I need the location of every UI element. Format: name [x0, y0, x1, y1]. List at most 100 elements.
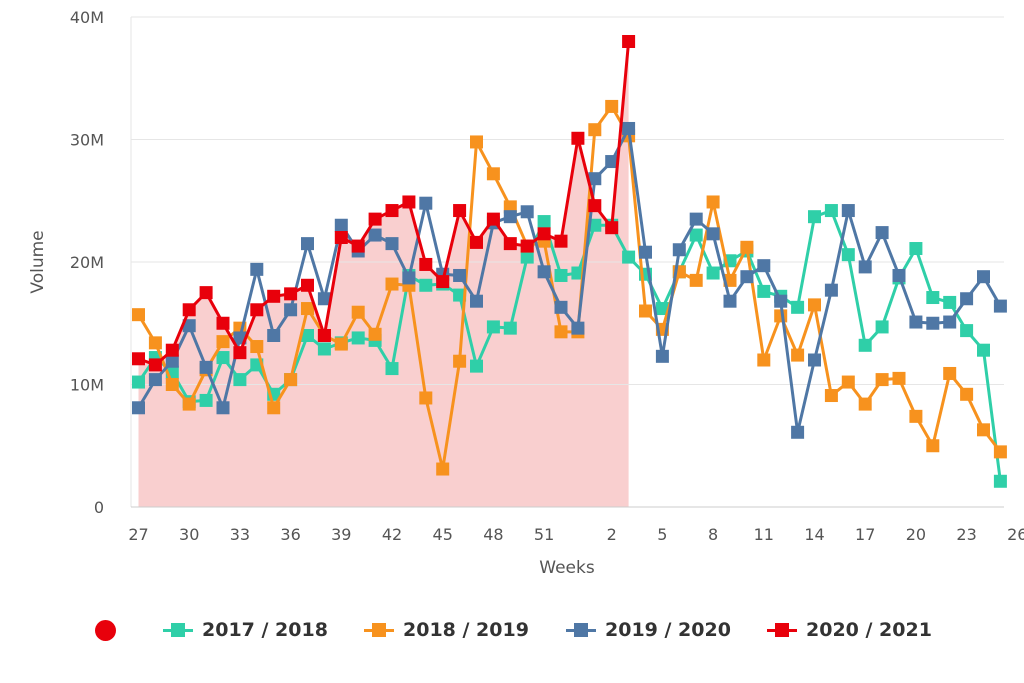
data-point[interactable]: [368, 327, 382, 341]
data-point[interactable]: [233, 346, 247, 360]
data-point[interactable]: [216, 401, 230, 415]
data-point[interactable]: [892, 371, 906, 385]
data-point[interactable]: [419, 278, 433, 292]
data-point[interactable]: [655, 302, 669, 316]
data-point[interactable]: [943, 315, 957, 329]
data-point[interactable]: [875, 320, 889, 334]
legend-item[interactable]: 2018 / 2019: [364, 616, 529, 644]
data-point[interactable]: [706, 195, 720, 209]
data-point[interactable]: [301, 278, 314, 292]
data-point[interactable]: [368, 212, 382, 226]
data-point[interactable]: [960, 292, 974, 306]
data-point[interactable]: [588, 123, 602, 137]
data-point[interactable]: [284, 303, 298, 317]
data-point[interactable]: [250, 340, 264, 354]
data-point[interactable]: [554, 268, 568, 282]
data-point[interactable]: [436, 462, 450, 476]
data-point[interactable]: [453, 288, 467, 302]
data-point[interactable]: [622, 250, 636, 264]
data-point[interactable]: [554, 300, 568, 314]
data-point[interactable]: [977, 270, 990, 284]
data-point[interactable]: [165, 343, 179, 357]
data-point[interactable]: [926, 291, 940, 305]
data-point[interactable]: [419, 257, 433, 271]
data-point[interactable]: [977, 343, 990, 357]
data-point[interactable]: [368, 228, 382, 242]
data-point[interactable]: [605, 221, 619, 235]
data-point[interactable]: [655, 349, 669, 363]
data-point[interactable]: [267, 401, 281, 415]
data-point[interactable]: [960, 387, 974, 401]
data-point[interactable]: [317, 329, 331, 342]
data-point[interactable]: [824, 389, 838, 403]
data-point[interactable]: [824, 283, 838, 297]
data-point[interactable]: [182, 319, 196, 333]
data-point[interactable]: [148, 373, 162, 387]
data-point[interactable]: [977, 423, 990, 437]
data-point[interactable]: [199, 360, 213, 374]
data-point[interactable]: [960, 324, 974, 338]
data-point[interactable]: [993, 299, 1007, 313]
data-point[interactable]: [622, 121, 636, 135]
data-point[interactable]: [453, 268, 467, 282]
data-point[interactable]: [182, 397, 196, 411]
data-point[interactable]: [791, 425, 805, 439]
data-point[interactable]: [554, 234, 568, 248]
legend-item[interactable]: 2019 / 2020: [566, 616, 731, 644]
data-point[interactable]: [571, 321, 585, 335]
data-point[interactable]: [537, 227, 551, 241]
data-point[interactable]: [334, 218, 348, 232]
data-point[interactable]: [503, 210, 517, 224]
data-point[interactable]: [757, 284, 771, 298]
data-point[interactable]: [351, 305, 365, 319]
data-point[interactable]: [267, 289, 281, 303]
data-point[interactable]: [689, 228, 703, 242]
data-point[interactable]: [385, 362, 399, 376]
data-point[interactable]: [824, 204, 838, 218]
data-point[interactable]: [233, 373, 247, 387]
data-point[interactable]: [486, 167, 500, 181]
data-point[interactable]: [858, 397, 872, 411]
data-point[interactable]: [486, 212, 500, 226]
data-point[interactable]: [470, 235, 483, 249]
data-point[interactable]: [334, 231, 348, 244]
data-point[interactable]: [909, 409, 923, 423]
data-point[interactable]: [639, 245, 652, 259]
data-point[interactable]: [605, 99, 619, 113]
data-point[interactable]: [486, 320, 500, 334]
data-point[interactable]: [537, 215, 551, 229]
data-point[interactable]: [858, 338, 872, 352]
data-point[interactable]: [740, 240, 754, 254]
data-point[interactable]: [723, 294, 737, 308]
data-point[interactable]: [199, 393, 213, 407]
data-point[interactable]: [774, 294, 788, 308]
data-point[interactable]: [588, 199, 602, 213]
data-point[interactable]: [351, 331, 365, 345]
data-point[interactable]: [385, 237, 399, 251]
data-point[interactable]: [419, 196, 433, 210]
data-point[interactable]: [740, 270, 754, 284]
data-point[interactable]: [267, 329, 281, 342]
data-point[interactable]: [402, 195, 416, 209]
data-point[interactable]: [470, 359, 483, 373]
data-point[interactable]: [757, 259, 771, 273]
data-point[interactable]: [165, 354, 179, 368]
data-point[interactable]: [892, 268, 906, 282]
data-point[interactable]: [909, 315, 923, 329]
data-point[interactable]: [216, 351, 230, 365]
data-point[interactable]: [605, 155, 619, 169]
data-point[interactable]: [672, 243, 686, 257]
data-point[interactable]: [808, 298, 821, 312]
data-point[interactable]: [250, 262, 264, 276]
data-point[interactable]: [503, 237, 517, 251]
data-point[interactable]: [301, 302, 314, 316]
data-point[interactable]: [943, 366, 957, 380]
data-point[interactable]: [808, 353, 821, 367]
data-point[interactable]: [284, 287, 298, 301]
data-point[interactable]: [453, 354, 467, 368]
data-point[interactable]: [993, 445, 1007, 459]
data-point[interactable]: [470, 294, 483, 308]
legend-item[interactable]: 2017 / 2018: [163, 616, 328, 644]
data-point[interactable]: [199, 286, 213, 300]
data-point[interactable]: [520, 250, 534, 264]
